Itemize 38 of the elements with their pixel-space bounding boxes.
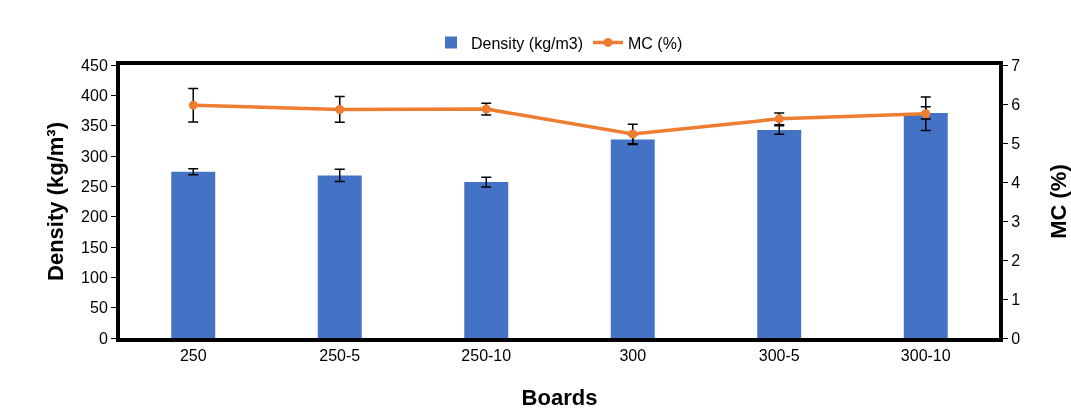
y-tick-label: 0: [98, 329, 108, 347]
y2-tick-label: 0: [1011, 329, 1021, 347]
point: [335, 104, 345, 114]
y-tick-label: 400: [81, 86, 108, 104]
y2-tick-label: 5: [1011, 134, 1021, 152]
x-tick-label: 300: [619, 347, 647, 365]
y-tick-label: 100: [81, 268, 108, 286]
y2-tick-label: 7: [1011, 56, 1021, 74]
legend-label: Density (kg/m3): [471, 34, 584, 52]
x-axis-title: Boards: [521, 385, 598, 410]
y-tick-label: 250: [81, 177, 108, 195]
y2-tick-label: 4: [1011, 173, 1021, 191]
x-tick-label: 250: [179, 347, 207, 365]
bar: [171, 171, 216, 338]
y2-tick-label: 1: [1011, 290, 1021, 308]
y2-axis-title: MC (%): [1046, 164, 1071, 239]
bar: [903, 112, 948, 338]
x-tick-label: 250-10: [461, 347, 512, 365]
bar: [610, 139, 655, 338]
y-tick-label: 350: [81, 117, 108, 135]
y-tick-label: 50: [90, 299, 108, 317]
legend-label: MC (%): [628, 34, 683, 52]
y-axis-title: Density (kg/m³): [43, 122, 68, 281]
bar: [317, 175, 362, 338]
y-tick-label: 200: [81, 208, 108, 226]
x-tick-label: 250-5: [319, 347, 361, 365]
bar: [464, 182, 509, 338]
x-tick-label: 300-5: [758, 347, 800, 365]
y-tick-label: 450: [81, 56, 108, 74]
x-tick-label: 300-10: [900, 347, 951, 365]
y2-tick-label: 3: [1011, 212, 1021, 230]
point: [188, 100, 198, 110]
bar: [757, 129, 802, 338]
y2-tick-label: 2: [1011, 251, 1021, 269]
y-tick-label: 150: [81, 238, 108, 256]
point: [628, 129, 638, 139]
y-tick-label: 300: [81, 147, 108, 165]
y2-tick-label: 6: [1011, 95, 1021, 113]
